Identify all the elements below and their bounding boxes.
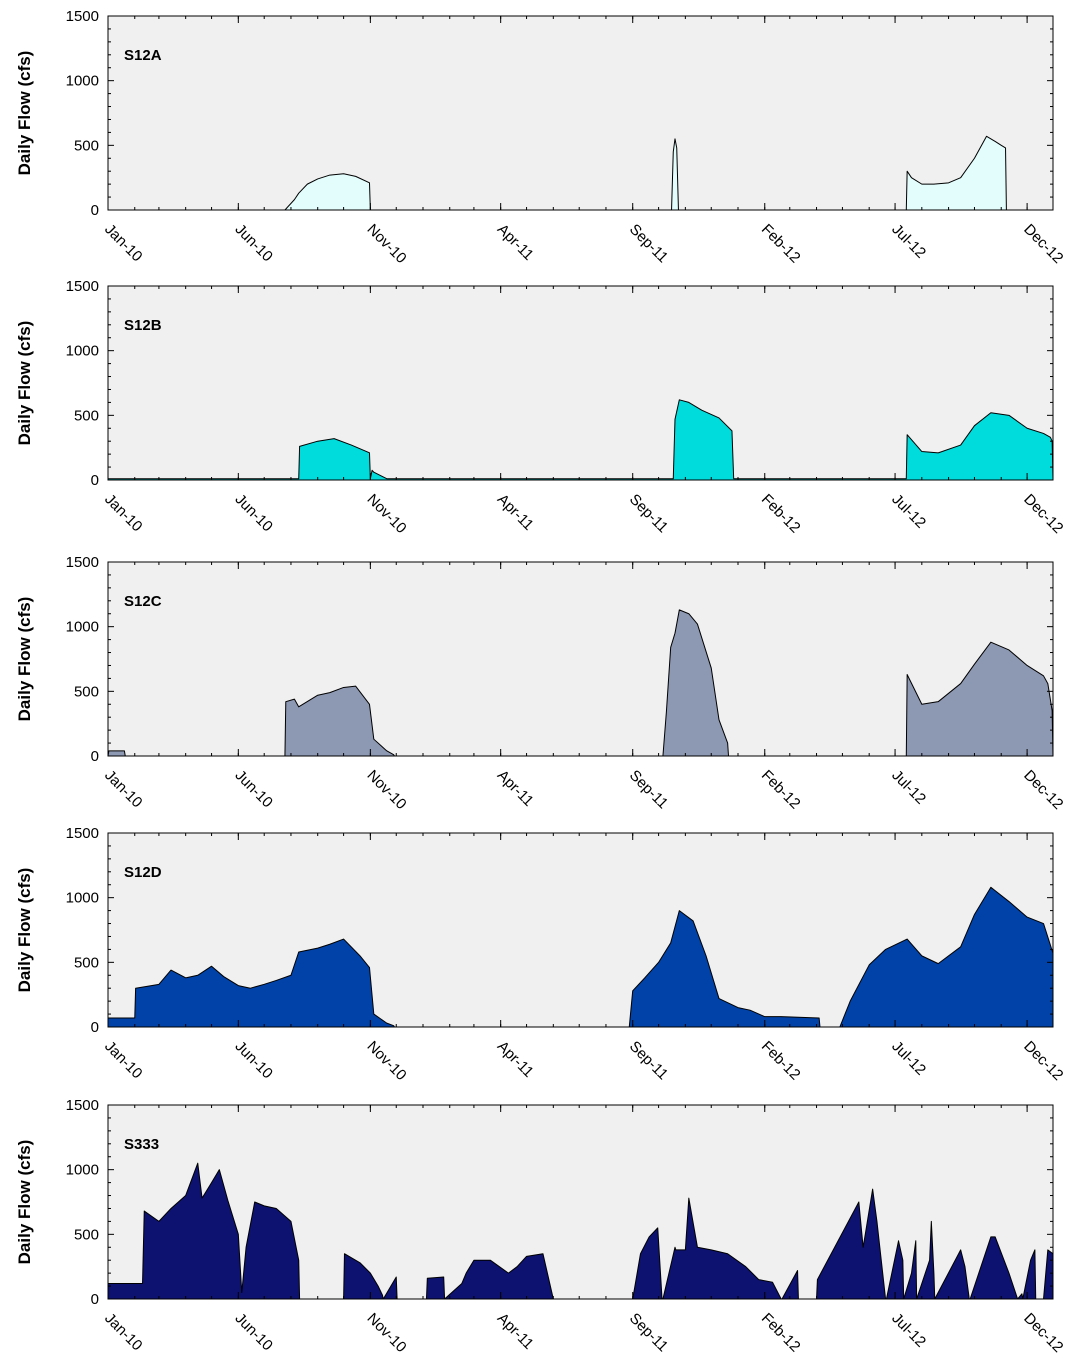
x-tick-label: Jan-10 [101, 767, 145, 811]
y-tick-label: 0 [91, 472, 99, 489]
y-tick-label: 1500 [66, 8, 99, 25]
x-tick-label: Jun-10 [231, 1038, 275, 1082]
x-tick-label: Sep-11 [626, 221, 671, 266]
x-tick-label: Apr-11 [494, 491, 537, 534]
y-tick-label: 0 [91, 202, 99, 219]
y-tick-label: 500 [74, 954, 99, 971]
x-tick-label: Nov-10 [364, 767, 410, 813]
x-tick-label: Jan-10 [101, 221, 145, 265]
panel-station-label: S12A [124, 47, 162, 64]
y-axis-label: Daily Flow (cfs) [15, 597, 34, 722]
plot-frame [107, 1104, 1054, 1300]
x-tick-label: Jan-10 [101, 1038, 145, 1082]
y-tick-label: 1500 [66, 1097, 99, 1114]
x-tick-label: Sep-11 [626, 1038, 671, 1083]
x-tick-label: Jun-10 [231, 221, 275, 265]
y-tick-label: 1500 [66, 278, 99, 295]
plot-frame [107, 832, 1054, 1028]
x-tick-label: Jul-12 [888, 491, 929, 532]
x-tick-label: Jul-12 [888, 767, 929, 808]
x-tick-label: Feb-12 [758, 491, 804, 537]
y-tick-label: 500 [74, 407, 99, 424]
x-tick-label: Jun-10 [231, 491, 275, 535]
x-tick-label: Dec-12 [1020, 1038, 1066, 1084]
chart-panel-s12d: 0 500 1000 1500 Jan-10 Jun-10 Nov-10 Apr-11 Sep-… [15, 825, 1066, 1084]
plot-frame [107, 561, 1054, 757]
plot-frame [107, 285, 1054, 481]
y-tick-label: 1000 [66, 890, 99, 907]
y-axis-label: Daily Flow (cfs) [15, 868, 34, 993]
plot-area [108, 562, 1053, 756]
x-tick-label: Jan-10 [101, 1310, 145, 1354]
x-tick-label: Jul-12 [888, 1310, 929, 1351]
y-tick-label: 500 [74, 683, 99, 700]
y-axis-label: Daily Flow (cfs) [15, 1140, 34, 1265]
x-tick-label: Jul-12 [888, 221, 929, 262]
x-tick-label: Sep-11 [626, 1310, 671, 1355]
x-tick-label: Nov-10 [364, 491, 410, 537]
x-tick-label: Jul-12 [888, 1038, 929, 1079]
x-tick-label: Nov-10 [364, 1310, 410, 1356]
x-tick-label: Feb-12 [758, 1310, 804, 1356]
flow-area-series [107, 399, 1054, 481]
panel-station-label: S12C [124, 593, 162, 610]
x-tick-label: Feb-12 [758, 767, 804, 813]
chart-panel-s12c: 0 500 1000 1500 Jan-10 Jun-10 Nov-10 Apr-11 Sep-… [15, 554, 1066, 813]
y-axis-label: Daily Flow (cfs) [15, 51, 34, 176]
chart-panel-s12a: 0 500 1000 1500 Jan-10 Jun-10 Nov-10 Apr-11 Sep-… [15, 8, 1066, 267]
y-tick-label: 1000 [66, 73, 99, 90]
y-tick-label: 0 [91, 1019, 99, 1036]
x-tick-label: Dec-12 [1020, 767, 1066, 813]
flow-area-series [107, 1162, 1054, 1300]
flow-area-series [107, 886, 1054, 1028]
y-tick-label: 1500 [66, 554, 99, 571]
x-tick-label: Jun-10 [231, 1310, 275, 1354]
y-axis-label: Daily Flow (cfs) [15, 321, 34, 446]
x-tick-label: Jan-10 [101, 491, 145, 535]
y-tick-label: 0 [91, 748, 99, 765]
x-tick-label: Nov-10 [364, 221, 410, 267]
x-tick-label: Apr-11 [494, 221, 537, 264]
x-tick-label: Apr-11 [494, 767, 537, 810]
plot-frame [107, 15, 1054, 211]
y-tick-label: 1000 [66, 619, 99, 636]
x-tick-label: Apr-11 [494, 1038, 537, 1081]
panel-station-label: S12B [124, 317, 162, 334]
x-tick-label: Feb-12 [758, 221, 804, 267]
y-tick-label: 1000 [66, 343, 99, 360]
x-tick-label: Dec-12 [1020, 1310, 1066, 1356]
x-tick-label: Feb-12 [758, 1038, 804, 1084]
x-tick-label: Sep-11 [626, 491, 671, 536]
x-tick-label: Dec-12 [1020, 491, 1066, 537]
plot-area [108, 16, 1053, 210]
panel-station-label: S333 [124, 1136, 159, 1153]
x-tick-label: Jun-10 [231, 767, 275, 811]
flow-area-series [107, 609, 1054, 757]
y-tick-label: 1500 [66, 825, 99, 842]
panel-station-label: S12D [124, 864, 162, 881]
y-tick-label: 500 [74, 1226, 99, 1243]
x-tick-label: Apr-11 [494, 1310, 537, 1353]
y-tick-label: 1000 [66, 1162, 99, 1179]
chart-panel-s333: 0 500 1000 1500 Jan-10 Jun-10 Nov-10 Apr-11 Sep-… [15, 1097, 1066, 1356]
y-tick-label: 500 [74, 137, 99, 154]
plot-area [108, 286, 1053, 480]
chart-panel-s12b: 0 500 1000 1500 Jan-10 Jun-10 Nov-10 Apr-11 Sep-… [15, 278, 1066, 537]
x-tick-label: Nov-10 [364, 1038, 410, 1084]
y-tick-label: 0 [91, 1291, 99, 1308]
x-tick-label: Dec-12 [1020, 221, 1066, 267]
x-tick-label: Sep-11 [626, 767, 671, 812]
